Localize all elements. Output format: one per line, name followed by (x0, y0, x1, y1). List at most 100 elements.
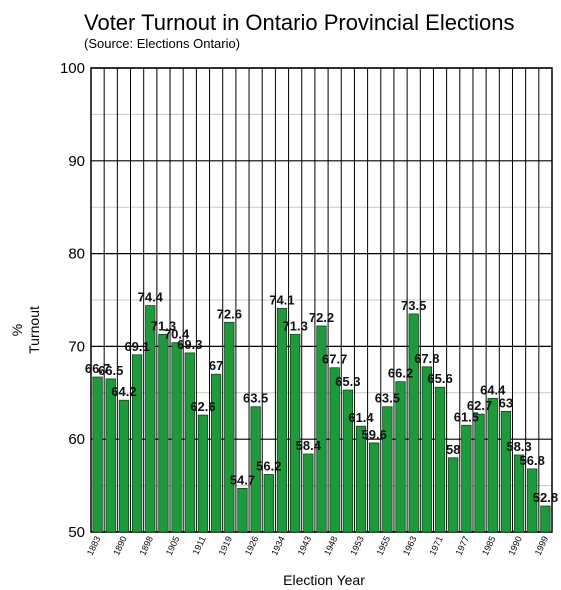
data-label: 67.8 (414, 351, 439, 366)
x-tick-label: 1999 (533, 535, 551, 557)
bar (316, 325, 327, 533)
bar (434, 386, 446, 533)
bar (355, 425, 367, 533)
y-axis-label: Turnout (26, 306, 42, 354)
bar (237, 487, 248, 533)
x-tick-label: 1926 (243, 535, 261, 557)
bar (263, 474, 274, 533)
data-label: 69.1 (124, 339, 149, 354)
data-label: 73.5 (401, 298, 426, 313)
x-tick-label: 1971 (427, 535, 445, 557)
x-tick-label: 1953 (348, 535, 366, 557)
x-tick-label: 1883 (85, 535, 103, 557)
bar (342, 389, 353, 533)
x-tick-label: 1898 (138, 535, 156, 557)
bar (500, 410, 512, 533)
data-label: 58 (446, 442, 460, 457)
data-label: 67 (209, 358, 223, 373)
data-label: 67.7 (322, 352, 347, 367)
data-label: 66.2 (388, 366, 413, 381)
x-axis-label: Election Year (283, 572, 365, 588)
y-tick-label: 70 (68, 338, 85, 355)
bar (382, 406, 393, 533)
bars (92, 305, 551, 533)
bar (158, 333, 169, 533)
data-label: 63.5 (243, 391, 268, 406)
x-tick-label: 1948 (322, 535, 340, 557)
y-tick-label: 90 (68, 153, 85, 170)
data-label: 74.4 (138, 290, 164, 305)
x-tick-label: 1911 (191, 535, 208, 557)
bar (276, 307, 288, 533)
bar (224, 321, 235, 533)
bar (513, 454, 525, 533)
x-tick-label: 1934 (269, 535, 287, 557)
y-tick-label: 50 (68, 524, 85, 541)
data-label: 61.5 (454, 409, 479, 424)
bar (145, 305, 156, 533)
bar (395, 381, 406, 533)
data-label: 62.7 (467, 398, 492, 413)
x-tick-label: 1977 (454, 535, 472, 557)
bar (329, 367, 340, 533)
data-label: 66.7 (85, 361, 110, 376)
bar (421, 366, 433, 533)
y-tick-label: 80 (68, 246, 85, 263)
data-label: 74.1 (269, 292, 294, 307)
x-tick-label: 1963 (401, 535, 419, 557)
data-label: 58.3 (506, 439, 531, 454)
bar (461, 424, 472, 533)
bar (527, 468, 538, 533)
data-label: 72.2 (309, 310, 334, 325)
x-tick-label: 1919 (217, 535, 235, 557)
bar (171, 342, 182, 533)
bar (487, 397, 498, 533)
data-label: 63 (499, 395, 513, 410)
bar (118, 399, 130, 533)
y-tick-label: 60 (68, 431, 85, 448)
data-label: 56.8 (520, 453, 545, 468)
data-label: 64.2 (111, 384, 136, 399)
bar (105, 378, 116, 533)
bar (303, 453, 314, 533)
data-label: 66.5 (98, 363, 123, 378)
bar (540, 505, 551, 533)
bar (290, 333, 301, 533)
data-labels: 66.766.564.269.174.471.370.469.362.66772… (85, 290, 558, 505)
x-tick-label: 1890 (111, 535, 129, 557)
data-label: 72.6 (217, 306, 242, 321)
chart-title: Voter Turnout in Ontario Provincial Elec… (84, 10, 514, 35)
x-tick-label: 1943 (296, 535, 314, 557)
bar (184, 352, 195, 533)
data-label: 70.4 (164, 327, 190, 342)
x-tick-label: 1990 (506, 535, 524, 557)
bar (92, 376, 103, 533)
data-label: 64.4 (480, 382, 506, 397)
bar (474, 413, 485, 533)
bar (408, 313, 419, 533)
data-label: 59.6 (362, 427, 387, 442)
data-label: 71.3 (151, 318, 176, 333)
data-label: 56.2 (256, 458, 281, 473)
bar (197, 414, 209, 533)
data-label: 69.3 (177, 337, 202, 352)
data-label: 62.6 (190, 399, 215, 414)
bar (369, 442, 380, 533)
data-label: 52.8 (533, 490, 558, 505)
bar (448, 457, 459, 533)
data-label: 61.4 (348, 410, 374, 425)
bar (250, 406, 261, 533)
chart-subtitle: (Source: Elections Ontario) (84, 36, 240, 51)
data-label: 65.6 (427, 371, 452, 386)
data-label: 71.3 (283, 318, 308, 333)
data-label: 54.7 (230, 472, 255, 487)
bar (131, 354, 143, 533)
x-tick-label: 1955 (375, 535, 393, 557)
x-tick-label: 1985 (480, 535, 498, 557)
data-label: 58.4 (296, 438, 322, 453)
bar (210, 373, 222, 533)
y-axis-ticks: 50 60 70 80 90 100 (60, 60, 85, 541)
y-tick-label: 100 (60, 60, 85, 77)
